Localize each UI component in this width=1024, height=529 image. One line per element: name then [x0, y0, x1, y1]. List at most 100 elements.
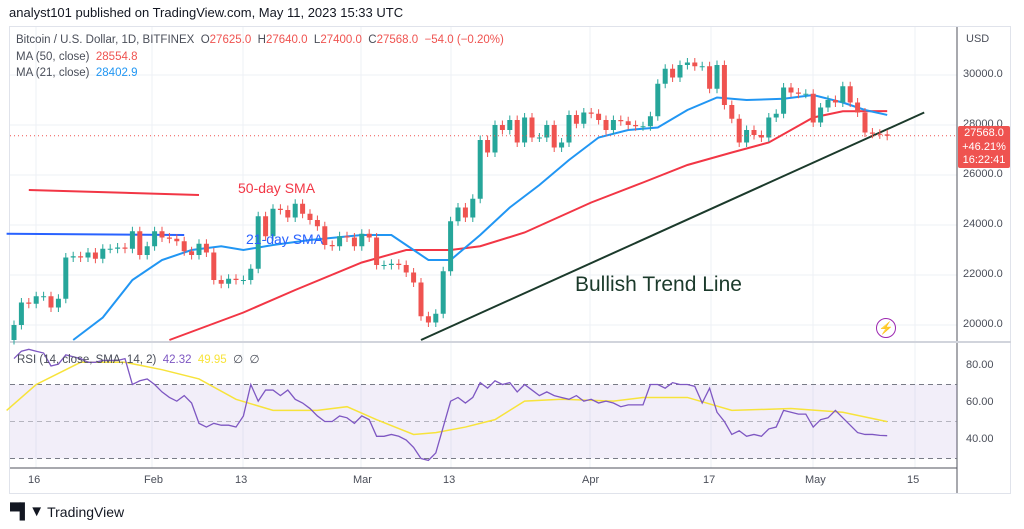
candle-body — [618, 120, 624, 122]
candle-body — [240, 280, 246, 281]
price-tick-label: 26000.0 — [963, 168, 1003, 180]
empty-value-icon: ∅ — [249, 354, 260, 366]
candle-body — [492, 125, 498, 153]
candle-body — [100, 248, 106, 259]
high-label: H — [257, 34, 266, 46]
tradingview-logo[interactable]: ▀▌▼ TradingView — [10, 503, 124, 520]
candle-body — [70, 256, 76, 258]
candle-body — [203, 243, 209, 253]
price-tick-label: 20000.0 — [963, 318, 1003, 330]
candle-body — [573, 115, 579, 124]
candle-body — [455, 207, 461, 222]
candle-body — [366, 233, 372, 238]
candle-body — [292, 203, 298, 218]
tradingview-logo-icon: ▀▌▼ — [10, 503, 44, 520]
currency-label: USD — [966, 33, 990, 45]
time-tick-label: Apr — [582, 474, 600, 486]
candle-body — [92, 252, 98, 259]
change-value: −54.0 — [424, 34, 454, 46]
candle-body — [263, 216, 269, 237]
candle-body — [655, 83, 661, 117]
last-price-tag: 27568.0 +46.21% 16:22:41 — [958, 126, 1010, 168]
candle-body — [684, 62, 690, 65]
candle-body — [307, 213, 313, 220]
candle-body — [566, 115, 572, 143]
change-pct: (−0.20%) — [456, 34, 504, 46]
rsi-tick-label: 40.00 — [966, 433, 994, 445]
candle-body — [485, 140, 491, 153]
candle-body — [270, 208, 276, 237]
candle-body — [536, 137, 542, 139]
candle-body — [411, 272, 417, 283]
candle-body — [433, 313, 439, 323]
candle-body — [174, 238, 180, 242]
time-tick-label: 17 — [703, 474, 716, 486]
candle-body — [714, 65, 720, 89]
candle-body — [810, 93, 816, 123]
sma50-annotation: 50-day SMA — [238, 180, 316, 196]
rsi-legend[interactable]: RSI (14, close, SMA, 14, 2) 42.32 49.95 … — [17, 352, 260, 366]
candle-body — [396, 263, 402, 265]
candle-body — [129, 231, 135, 249]
candle-body — [766, 117, 772, 138]
candle-body — [610, 120, 616, 130]
candle-body — [781, 87, 787, 114]
lightning-icon[interactable]: ⚡ — [876, 318, 896, 338]
price-tick-label: 22000.0 — [963, 268, 1003, 280]
candle-body — [507, 120, 513, 130]
candle-body — [751, 130, 757, 135]
candle-body — [329, 245, 335, 247]
price-tick-label: 30000.0 — [963, 68, 1003, 80]
rsi-value: 42.32 — [162, 354, 192, 366]
candle-body — [855, 102, 861, 113]
candle-body — [344, 236, 350, 238]
candle-body — [33, 296, 39, 304]
candle-body — [48, 296, 54, 308]
candle-body — [337, 236, 343, 247]
candle-body — [721, 65, 727, 105]
sma50-drawing-line — [28, 189, 200, 196]
low-value: 27400.0 — [320, 34, 362, 46]
candle-body — [63, 257, 69, 299]
bar-countdown: 16:22:41 — [962, 154, 1006, 166]
rsi-sma-line — [6, 361, 888, 436]
candle-body — [596, 113, 602, 120]
candle-body — [41, 296, 47, 298]
last-price: 27568.0 — [964, 127, 1004, 139]
candle-body — [314, 220, 320, 227]
candle-body — [196, 243, 202, 255]
candle-body — [877, 133, 883, 135]
candle-body — [300, 203, 306, 214]
price-change-pct: +46.21% — [962, 140, 1006, 153]
ma21-legend[interactable]: MA (21, close) 28402.9 — [16, 67, 137, 79]
candle-body — [736, 118, 742, 143]
candle-body — [670, 68, 676, 78]
tradingview-brand: TradingView — [47, 503, 125, 520]
close-label: C — [368, 34, 377, 46]
candle-body — [152, 231, 158, 247]
candle-body — [862, 112, 868, 133]
candle-body — [18, 302, 24, 325]
candle-body — [322, 226, 328, 245]
symbol-legend: Bitcoin / U.S. Dollar, 1D, BITFINEX O276… — [16, 34, 504, 46]
candle-body — [825, 100, 831, 108]
ma50-legend[interactable]: MA (50, close) 28554.8 — [16, 51, 137, 63]
rsi-tick-label: 60.00 — [966, 396, 994, 408]
candle-body — [381, 265, 387, 266]
candle-body — [166, 237, 172, 239]
price-tick-label: 24000.0 — [963, 218, 1003, 230]
trend-line-annotation: Bullish Trend Line — [575, 273, 742, 296]
candle-body — [403, 265, 409, 273]
candle-body — [107, 248, 113, 250]
empty-value-icon: ∅ — [233, 354, 244, 366]
candle-body — [773, 113, 779, 118]
bullish-trend-line — [420, 111, 925, 341]
rsi-tick-label: 80.00 — [966, 359, 994, 371]
sma21-drawing-line — [6, 232, 185, 236]
low-label: L — [313, 34, 321, 46]
candle-body — [181, 241, 187, 252]
candle-body — [359, 233, 365, 247]
candle-body — [122, 247, 128, 249]
ma21-value: 28402.9 — [95, 67, 138, 79]
